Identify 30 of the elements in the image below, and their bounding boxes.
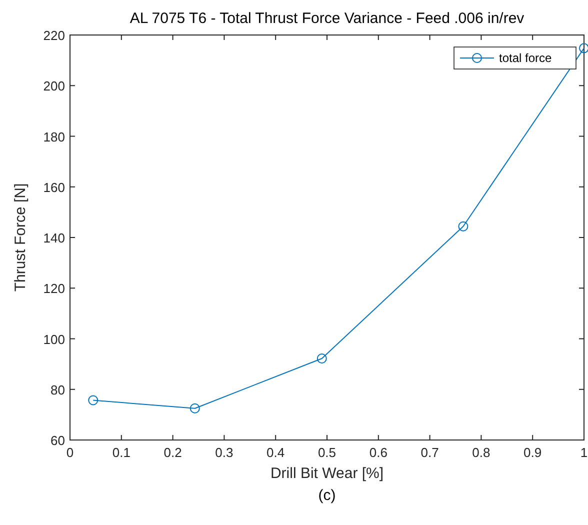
x-tick-label: 0.8 — [472, 445, 490, 460]
y-tick-label: 140 — [43, 230, 65, 246]
y-tick-label: 200 — [43, 78, 65, 94]
x-tick-label: 0.1 — [112, 445, 130, 460]
x-tick-label: 0.4 — [266, 445, 285, 460]
y-tick-label: 100 — [43, 332, 65, 347]
chart-title: AL 7075 T6 - Total Thrust Force Variance - Feed .006 in/rev — [130, 10, 525, 27]
x-tick-label: 0.2 — [164, 445, 182, 460]
point — [190, 403, 200, 414]
y-axis-title: Thrust Force [N] — [12, 183, 29, 292]
x-tick-label: 0.3 — [215, 445, 234, 460]
y-tick-label: 80 — [50, 382, 65, 398]
legend-label: total force — [499, 51, 552, 65]
y-tick-label: 220 — [43, 28, 65, 43]
text: (c) — [318, 487, 336, 504]
point — [316, 353, 327, 364]
x-tick-label: 0.7 — [420, 445, 439, 460]
x-tick-label: 0 — [66, 445, 74, 460]
y-tick-label: 120 — [43, 281, 65, 296]
point — [579, 43, 588, 54]
y-tick-label: 180 — [43, 129, 65, 144]
x-tick-label: 0.5 — [318, 445, 336, 460]
y-tick-label: 60 — [50, 433, 65, 448]
x-tick-label: 0.9 — [524, 445, 542, 460]
x-tick-label: 1 — [580, 445, 588, 460]
y-tick-label: 160 — [43, 180, 65, 195]
x-tick-label: 0.6 — [369, 445, 388, 460]
x-axis-title: Drill Bit Wear [%] — [270, 465, 384, 482]
point — [458, 221, 468, 232]
point — [88, 395, 98, 406]
